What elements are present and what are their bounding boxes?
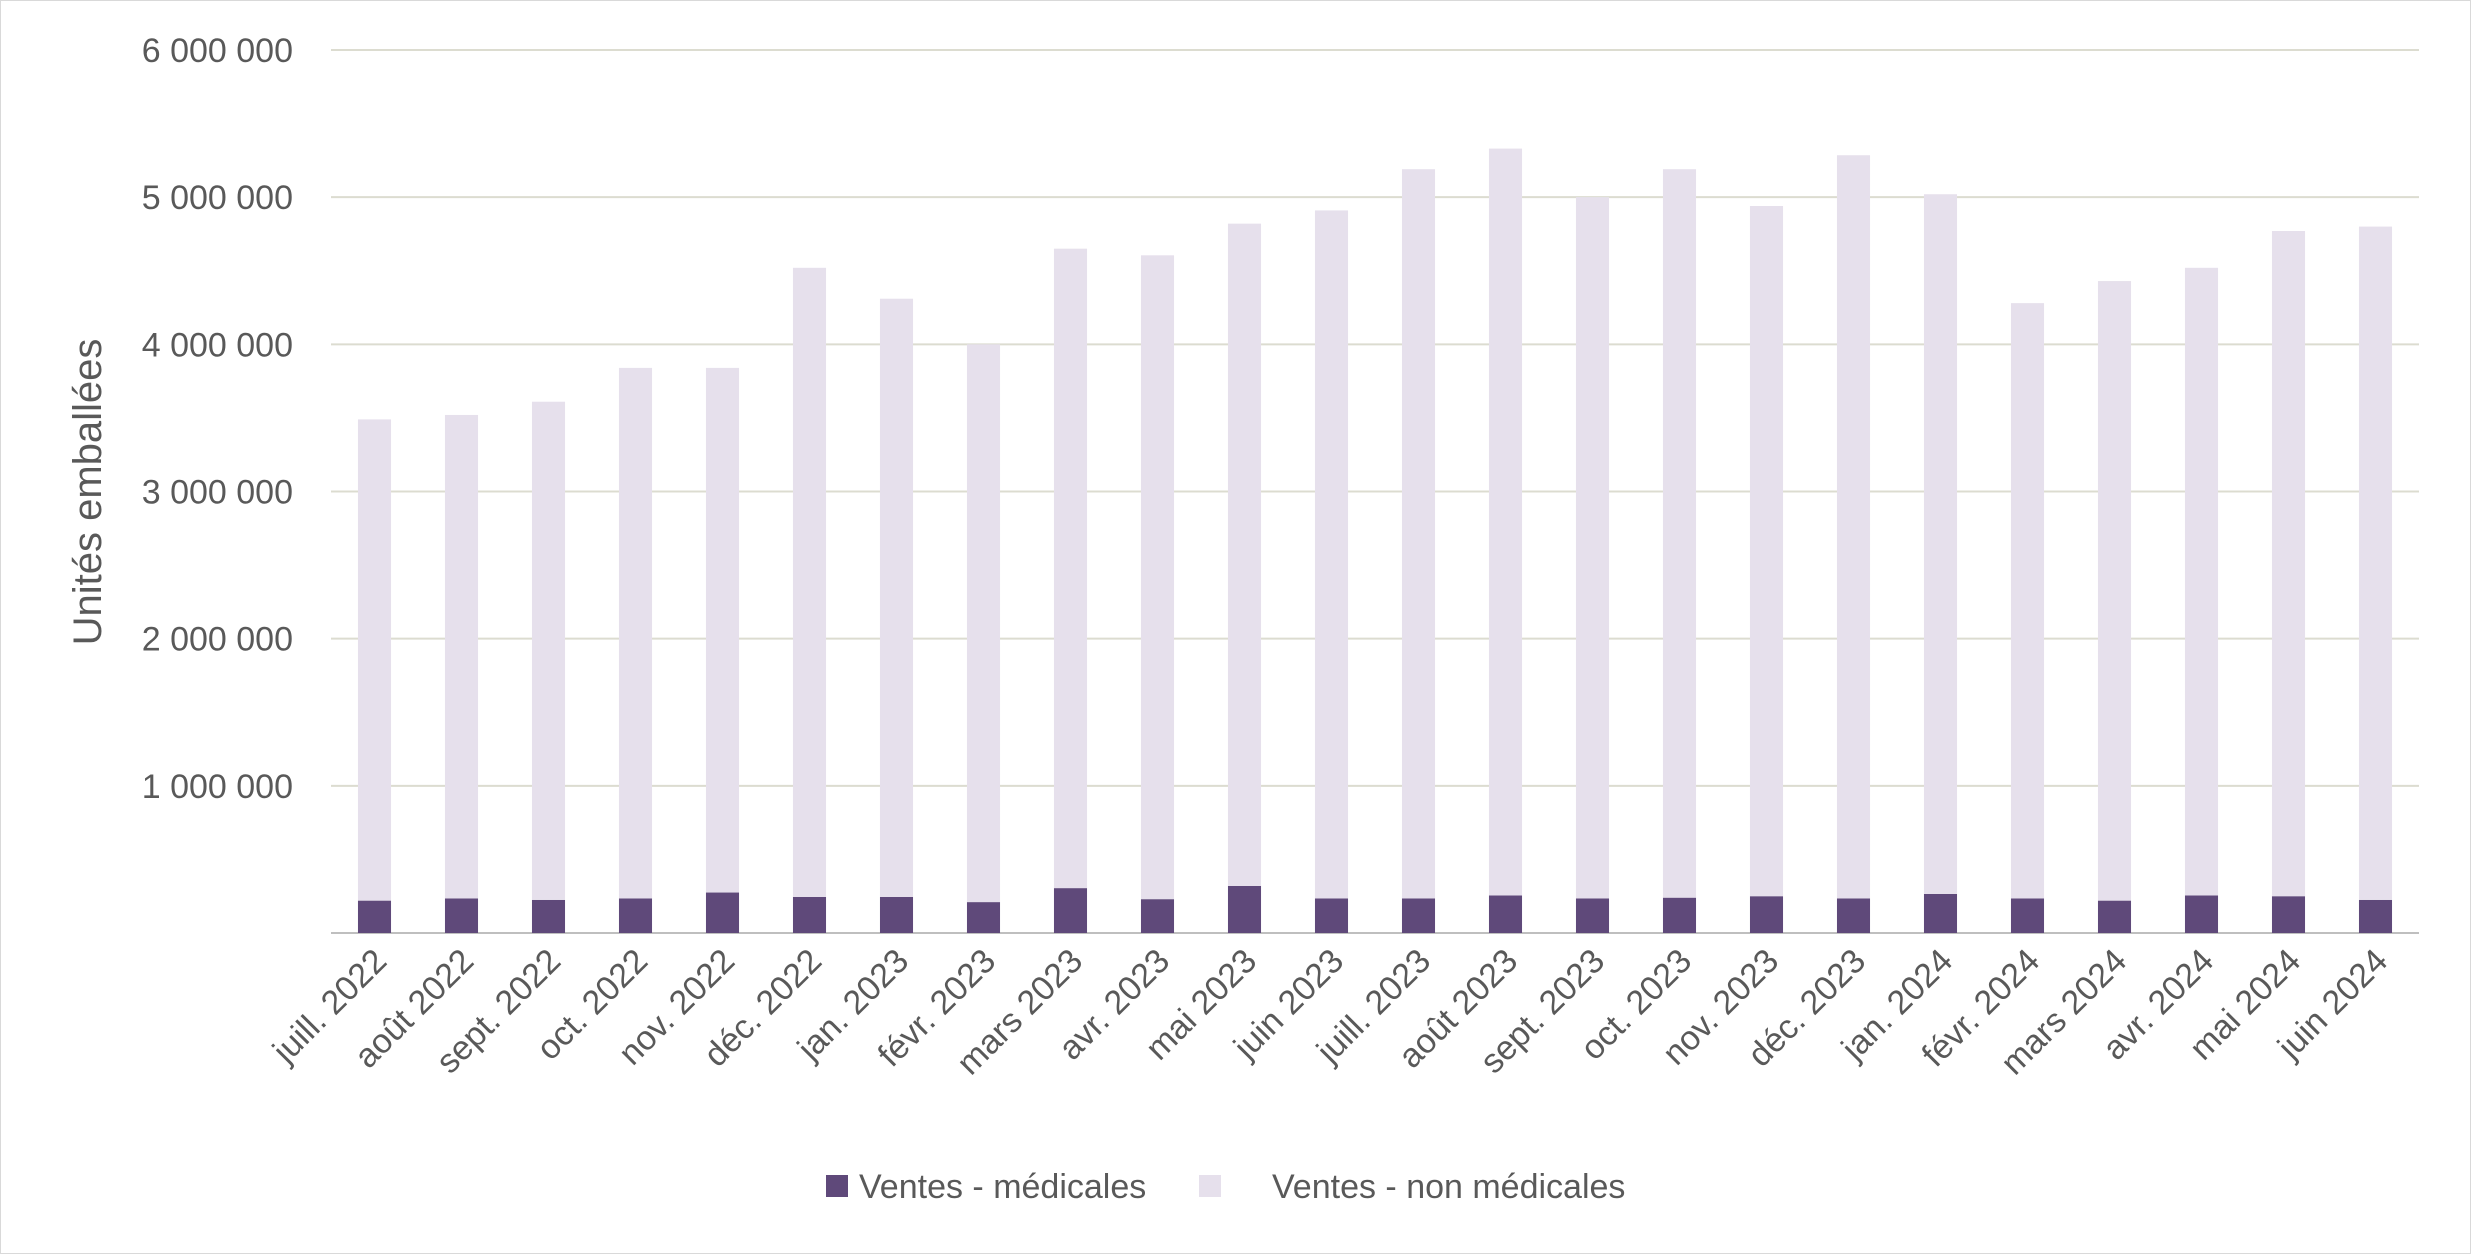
bar-medical <box>357 900 392 933</box>
bar-non-medical <box>2097 281 2132 901</box>
bar-medical <box>1923 894 1958 933</box>
y-axis-label: Unités emballées <box>66 339 110 646</box>
bar-medical <box>1227 885 1262 933</box>
bar-non-medical <box>792 267 827 897</box>
y-tick-label: 2 000 000 <box>142 621 293 659</box>
bar-non-medical <box>444 414 479 899</box>
bar-medical <box>2358 899 2393 933</box>
bar-non-medical <box>1140 255 1175 900</box>
bar-medical <box>1053 888 1088 933</box>
legend: Ventes - médicales Ventes - non médicales <box>826 1168 1625 1206</box>
bar-medical <box>531 899 566 933</box>
bar-non-medical <box>966 344 1001 903</box>
bar-non-medical <box>2010 303 2045 899</box>
bar-non-medical <box>1923 194 1958 895</box>
bar-medical <box>444 898 479 933</box>
bar-non-medical <box>618 367 653 899</box>
y-axis-ticks: 1 000 000 2 000 000 3 000 000 4 000 000 5 00… <box>142 32 293 806</box>
bar-non-medical <box>1662 169 1697 898</box>
y-tick-label: 4 000 000 <box>142 326 293 364</box>
y-tick-label: 1 000 000 <box>142 768 293 806</box>
bar-medical <box>1836 898 1871 933</box>
legend-swatch-non-medical <box>1199 1175 1221 1197</box>
bar-medical <box>2271 896 2306 933</box>
bar-medical <box>966 902 1001 933</box>
y-tick-label: 5 000 000 <box>142 179 293 217</box>
bar-non-medical <box>1836 155 1871 899</box>
bar-non-medical <box>1575 197 1610 899</box>
bars <box>357 148 2393 933</box>
bar-medical <box>1488 895 1523 933</box>
y-tick-label: 6 000 000 <box>142 32 293 70</box>
bar-medical <box>1662 897 1697 933</box>
bar-medical <box>792 896 827 933</box>
bar-medical <box>2184 895 2219 933</box>
bar-non-medical <box>2358 226 2393 900</box>
bar-non-medical <box>357 419 392 901</box>
bar-medical <box>2010 898 2045 933</box>
bar-non-medical <box>2184 267 2219 896</box>
bar-medical <box>1401 898 1436 933</box>
legend-label-non-medical: Ventes - non médicales <box>1272 1168 1625 1206</box>
bar-non-medical <box>1053 248 1088 889</box>
bar-non-medical <box>879 298 914 897</box>
bar-non-medical <box>1749 205 1784 897</box>
bar-non-medical <box>1227 223 1262 886</box>
bar-non-medical <box>1488 148 1523 896</box>
legend-label-medical: Ventes - médicales <box>859 1168 1146 1206</box>
bar-medical <box>2097 900 2132 933</box>
bar-medical <box>1140 899 1175 933</box>
bar-non-medical <box>1401 169 1436 899</box>
bar-non-medical <box>2271 231 2306 897</box>
y-tick-label: 3 000 000 <box>142 474 293 512</box>
bar-medical <box>618 898 653 933</box>
bar-non-medical <box>705 367 740 893</box>
bar-non-medical <box>1314 210 1349 899</box>
bar-non-medical <box>531 401 566 900</box>
bar-medical <box>1314 898 1349 933</box>
bar-medical <box>1749 896 1784 933</box>
bar-medical <box>705 892 740 933</box>
bar-medical <box>1575 898 1610 933</box>
legend-swatch-medical <box>826 1175 848 1197</box>
bar-medical <box>879 896 914 933</box>
gridlines <box>331 49 2419 934</box>
